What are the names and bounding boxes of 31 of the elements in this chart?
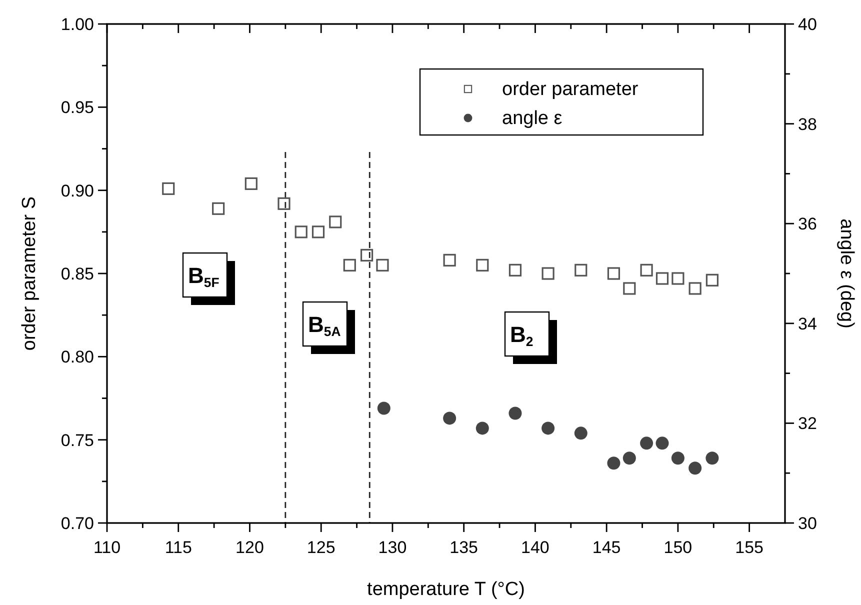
x-tick-label: 140 (521, 538, 550, 557)
x-tick-label: 135 (450, 538, 478, 557)
x-axis-title: temperature T (°C) (367, 579, 525, 600)
x-tick-label: 150 (664, 538, 692, 557)
x-tick-label: 130 (378, 538, 407, 557)
y2-tick-label: 34 (798, 314, 817, 334)
x-tick-label: 145 (592, 538, 621, 557)
annotation: B$_{5F}$ (188, 263, 220, 290)
annotation: B$_{5A}$ (308, 312, 342, 339)
y-axis-title: order parameter S (19, 196, 40, 351)
y-tick-label: 0.90 (60, 181, 94, 200)
y-tick-label: 1.00 (60, 15, 94, 34)
y-tick-label: 0.70 (60, 514, 94, 533)
y-tick-label: 0.95 (60, 98, 94, 118)
y2-axis-title: angle ε (deg) (836, 218, 857, 328)
y2-tick-label: 32 (798, 414, 817, 434)
x-tick-label: 125 (306, 538, 336, 557)
legend-label: angle ε (502, 108, 563, 129)
y2-tick-label: 40 (798, 15, 817, 34)
legend-label: order parameter (502, 79, 639, 100)
x-tick-label: 110 (93, 538, 121, 557)
x-tick-label: 115 (164, 538, 192, 557)
y2-tick-label: 38 (798, 114, 817, 134)
annotation: B$_{2}$ (510, 322, 534, 349)
y2-tick-label: 30 (798, 514, 817, 533)
y-tick-label: 0.85 (60, 264, 94, 284)
y-tick-label: 0.80 (60, 348, 94, 367)
x-tick-label: 155 (735, 538, 764, 557)
x-tick-label: 120 (236, 538, 264, 557)
y2-tick-label: 36 (798, 214, 817, 234)
y-tick-label: 0.75 (60, 430, 94, 450)
